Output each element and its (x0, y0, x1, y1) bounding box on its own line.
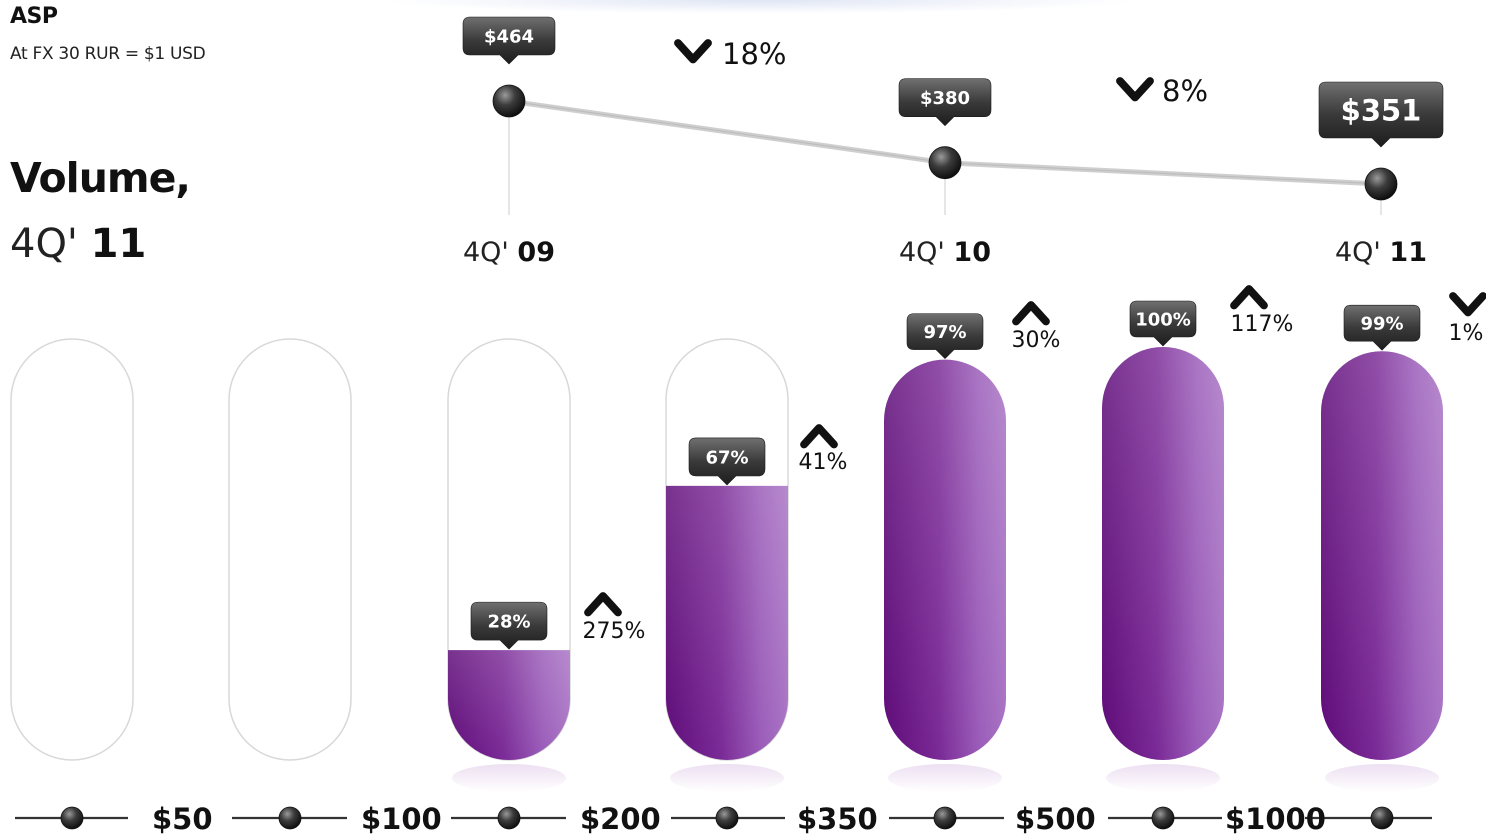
asp-period-label: 4Q' 10 (899, 237, 991, 268)
volume-change-up-icon (584, 592, 622, 617)
asp-value-tag (1318, 81, 1444, 148)
volume-change-label: 275% (583, 619, 646, 644)
volume-bar-shine (884, 359, 1006, 760)
price-tier-label: $50 (152, 802, 213, 835)
asp-value-tag-label: $380 (920, 88, 970, 109)
asp-period-label: 4Q' 09 (463, 237, 555, 268)
volume-value-tag-label: 28% (487, 612, 530, 633)
asp-change-down-icon (1116, 77, 1154, 102)
volume-bar-reflection (670, 764, 784, 792)
volume-change-label: 117% (1231, 312, 1294, 337)
volume-change-up-icon (800, 424, 838, 449)
price-scale-point (497, 806, 521, 830)
volume-period: 4Q' 11 (10, 221, 146, 267)
asp-period-prefix: 4Q' (463, 237, 517, 268)
price-scale-point (1370, 806, 1394, 830)
asp-change-label: 8% (1162, 74, 1208, 108)
volume-change-up-icon (1012, 301, 1050, 326)
price-scale-point (278, 806, 302, 830)
asp-point (1364, 167, 1398, 201)
volume-period-prefix: 4Q' (10, 221, 91, 267)
volume-value-tag (906, 313, 984, 360)
price-tier-label: $350 (797, 802, 878, 835)
volume-bar-shine (666, 485, 788, 760)
volume-pill-outline (10, 338, 134, 761)
volume-bar-shine (1102, 347, 1224, 760)
asp-value-tag-label: $351 (1341, 93, 1422, 127)
volume-change-up-icon (1230, 285, 1268, 310)
top-glow (380, 0, 1140, 14)
price-scale-point (60, 806, 84, 830)
asp-period-prefix: 4Q' (899, 237, 953, 268)
volume-value-tag (470, 601, 548, 650)
asp-change-down-icon (674, 39, 712, 64)
volume-period-year: 11 (90, 221, 147, 267)
price-tier-label: $1000 (1225, 802, 1326, 835)
volume-change-label: 1% (1449, 321, 1484, 346)
volume-value-tag (1343, 304, 1421, 351)
price-scale-point (933, 806, 957, 830)
asp-subtitle: At FX 30 RUR = $1 USD (10, 44, 206, 64)
price-scale-point (715, 806, 739, 830)
volume-value-tag-label: 100% (1135, 309, 1191, 330)
volume-bar-shine (448, 650, 570, 760)
price-tier-label: $200 (580, 802, 661, 835)
asp-period-year: 09 (517, 237, 555, 268)
volume-bar-reflection (1106, 764, 1220, 792)
volume-bar-reflection (888, 764, 1002, 792)
price-tier-label: $500 (1015, 802, 1096, 835)
volume-bar-reflection (452, 764, 566, 792)
volume-pill-outline (228, 338, 352, 761)
price-tier-label: $100 (361, 802, 442, 835)
asp-value-tag-label: $464 (484, 26, 534, 47)
price-scale-point (1151, 806, 1175, 830)
volume-value-tag-label: 99% (1360, 314, 1403, 335)
asp-value-tag (898, 78, 992, 127)
volume-title: Volume, (10, 154, 191, 202)
volume-bar-reflection (1325, 764, 1439, 792)
asp-point (928, 146, 962, 180)
volume-value-tag (688, 437, 766, 486)
asp-point (492, 84, 526, 118)
asp-period-year: 10 (953, 237, 991, 268)
volume-change-label: 30% (1012, 328, 1061, 353)
volume-bar-shine (1321, 351, 1443, 760)
asp-period-year: 11 (1389, 237, 1427, 268)
asp-period-label: 4Q' 11 (1335, 237, 1427, 268)
asp-change-label: 18% (722, 37, 786, 71)
asp-title: ASP (10, 4, 58, 29)
volume-change-down-icon (1449, 292, 1486, 317)
asp-value-tag (462, 16, 556, 65)
volume-value-tag (1129, 300, 1197, 347)
asp-period-prefix: 4Q' (1335, 237, 1389, 268)
volume-value-tag-label: 97% (923, 322, 966, 343)
volume-value-tag-label: 67% (705, 447, 748, 468)
volume-change-label: 41% (799, 450, 848, 475)
